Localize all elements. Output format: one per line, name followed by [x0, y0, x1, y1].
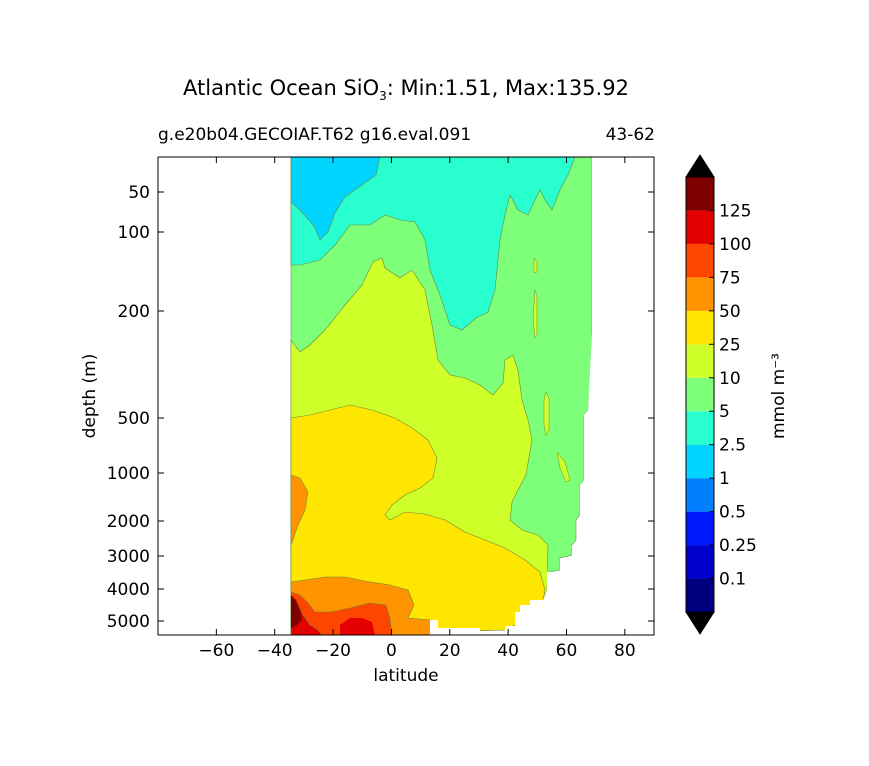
y-tick-label: 3000	[107, 547, 150, 567]
region-2.5-5	[290, 157, 576, 331]
chart-title: Atlantic Ocean SiO3: Min:1.51, Max:135.9…	[183, 76, 629, 104]
colorbar-tick-label: 5	[719, 402, 730, 422]
colorbar-segment	[686, 310, 714, 345]
colorbar-extend-max	[685, 154, 715, 178]
y-tick-label: 4000	[107, 580, 150, 600]
colorbar-tick-label: 125	[719, 201, 751, 221]
land-mask	[505, 157, 654, 635]
y-tick-label: 2000	[107, 512, 150, 532]
colorbar-tick-label: 0.25	[719, 536, 757, 556]
year-range: 43-62	[605, 125, 655, 145]
colorbar-tick-label: 100	[719, 235, 751, 255]
colorbar: 0.1 0.25 0.5 1 2.5 5 10 25 50 75 100 125	[685, 154, 757, 635]
colorbar-tick-label: 0.1	[719, 570, 746, 590]
y-tick-label: 1000	[107, 464, 150, 484]
colorbar-segment	[686, 545, 714, 579]
y-tick-label: 500	[118, 409, 150, 429]
patch-north-3	[556, 451, 571, 483]
colorbar-frame	[685, 176, 715, 613]
colorbar-segment	[686, 277, 714, 311]
colorbar-tick-label: 0.5	[719, 503, 746, 523]
y-tick-label: 100	[118, 223, 150, 243]
colorbar-segment	[686, 511, 714, 546]
colorbar-segment	[686, 377, 714, 412]
colorbar-segment	[686, 177, 714, 211]
colorbar-segment	[686, 344, 714, 378]
region-100-125-b	[340, 618, 375, 635]
y-tick-label: 50	[128, 183, 150, 203]
colorbar-segment	[686, 578, 714, 612]
land-mask-bottom	[430, 620, 480, 635]
y-axis-label: depth (m)	[80, 354, 100, 439]
x-tick-label: −60	[198, 641, 234, 661]
colorbar-tick-label: 50	[719, 302, 741, 322]
x-axis-label: latitude	[373, 666, 438, 686]
x-tick-label: 80	[614, 641, 636, 661]
x-axis: −60 −40 −20 0 20 40 60 80	[198, 157, 636, 661]
colorbar-label: mmol m⁻³	[769, 353, 789, 439]
colorbar-segment	[686, 444, 714, 479]
region-over-125	[291, 595, 302, 628]
patch-north-1	[543, 391, 550, 437]
patch-north-2	[532, 289, 538, 339]
region-50-75-north	[290, 474, 309, 546]
colorbar-segment	[686, 478, 714, 512]
colorbar-segment	[686, 210, 714, 244]
y-tick-label: 5000	[107, 612, 150, 632]
colorbar-segment	[686, 411, 714, 445]
colorbar-tick-label: 2.5	[719, 436, 746, 456]
region-1-2.5	[290, 157, 381, 241]
x-tick-label: −40	[257, 641, 293, 661]
x-tick-label: 40	[497, 641, 519, 661]
y-tick-label: 200	[118, 302, 150, 322]
patch-north-4	[533, 257, 538, 274]
case-name: g.e20b04.GECOIAF.T62 g16.eval.091	[158, 125, 472, 145]
contour-field	[290, 157, 654, 635]
colorbar-extend-min	[685, 611, 715, 635]
colorbar-tick-label: 25	[719, 335, 741, 355]
x-tick-label: 20	[439, 641, 461, 661]
colorbar-tick-label: 1	[719, 469, 730, 489]
x-tick-label: 60	[556, 641, 578, 661]
plot-frame	[157, 156, 655, 636]
colorbar-segment	[686, 243, 714, 278]
x-tick-label: −20	[315, 641, 351, 661]
colorbar-tick-label: 10	[719, 369, 741, 389]
colorbar-tick-label: 75	[719, 268, 741, 288]
y-axis: 50 100 200 500 1000 2000 3000 4000 5000	[107, 183, 654, 632]
x-tick-label: 0	[386, 641, 397, 661]
